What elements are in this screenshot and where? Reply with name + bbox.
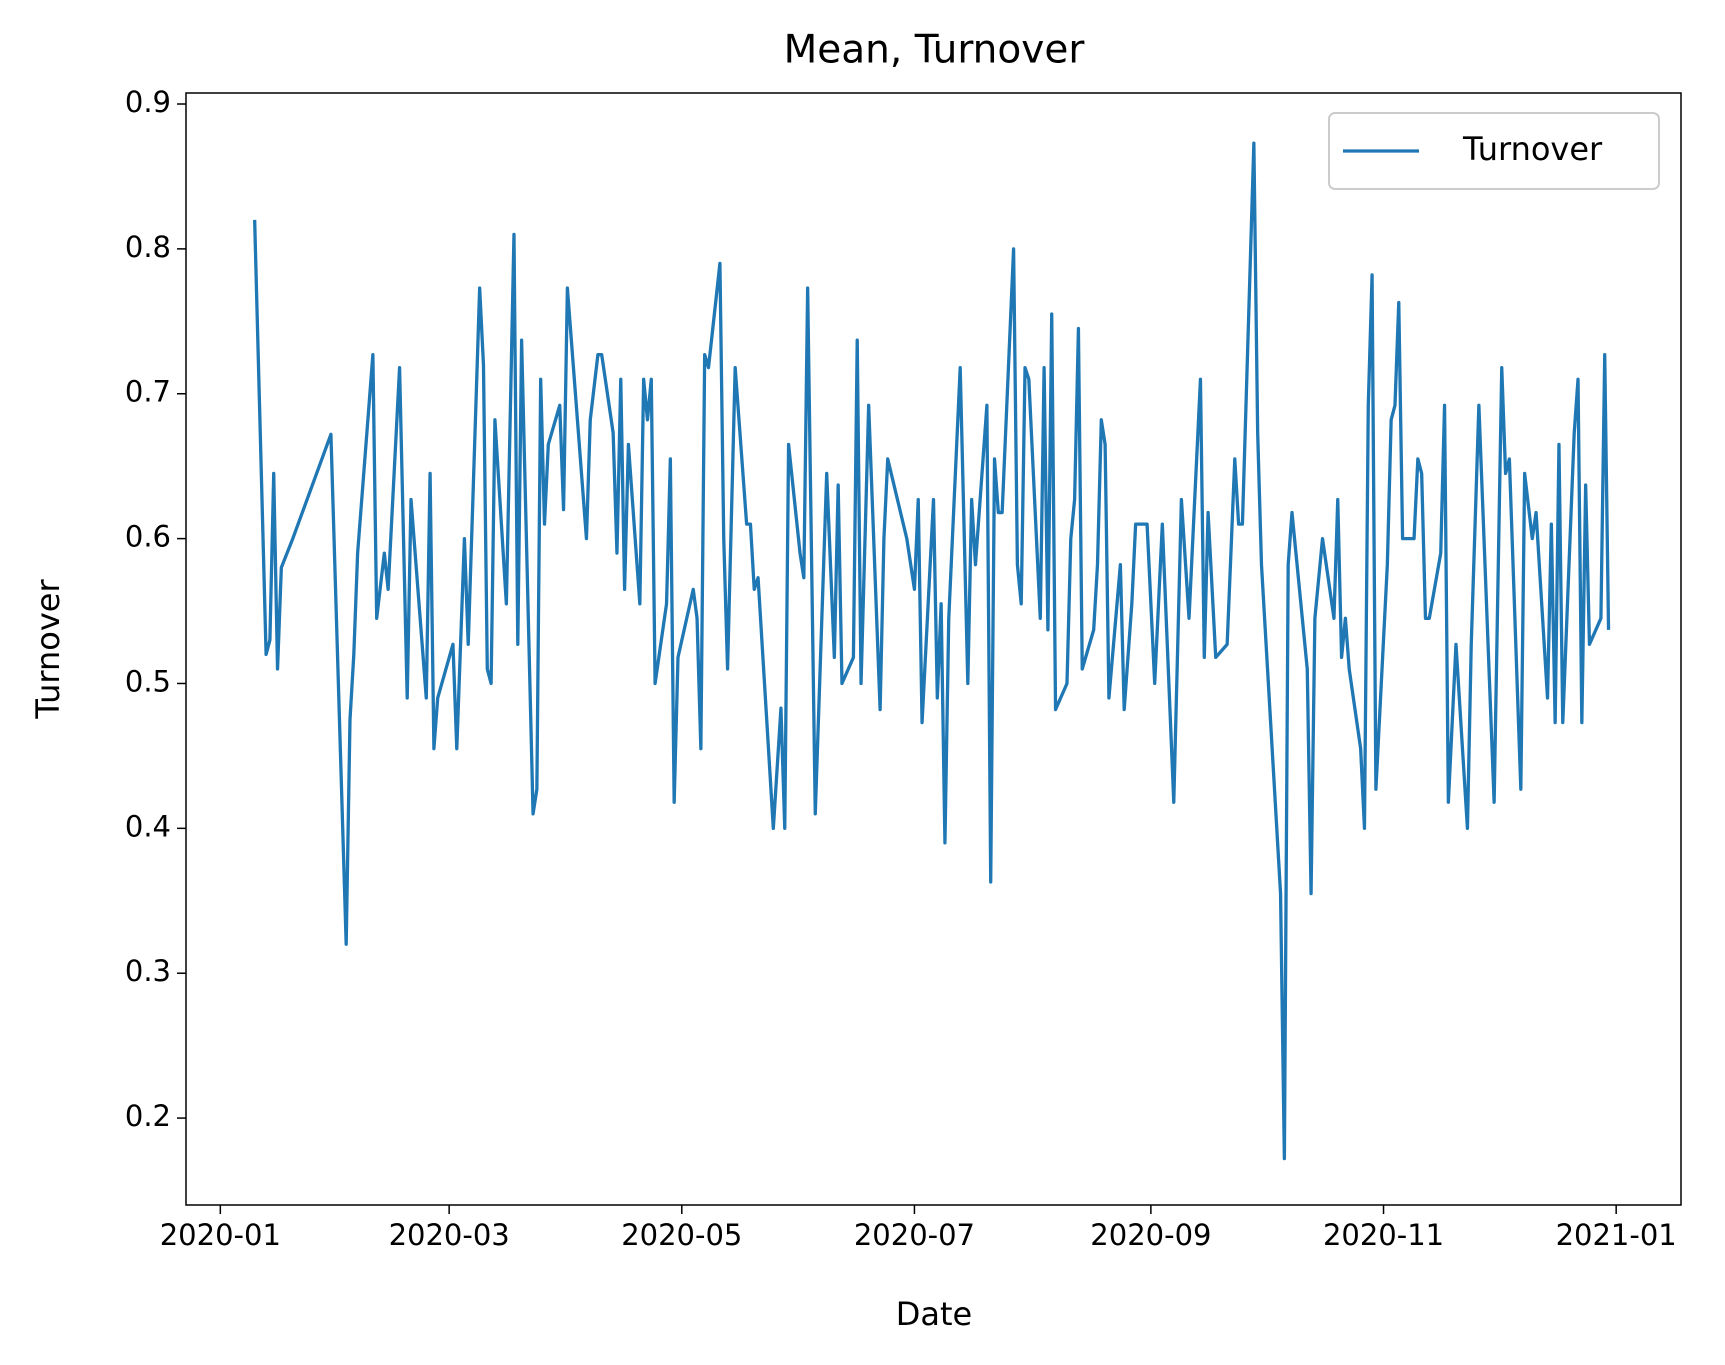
x-tick-label: 2021-01 [1556,1218,1677,1252]
x-tick-label: 2020-03 [389,1218,510,1252]
x-tick-label: 2020-11 [1323,1218,1444,1252]
data-line [253,141,1611,1161]
y-tick-label: 0.6 [125,520,171,554]
y-axis-label: Turnover [29,579,67,720]
y-tick-label: 0.5 [125,664,171,698]
chart-title: Mean, Turnover [784,28,1086,73]
x-axis-label: Date [896,1295,972,1333]
y-tick-label: 0.3 [125,954,171,988]
x-tick-label: 2020-07 [854,1218,975,1252]
y-tick-label: 0.4 [125,809,171,843]
legend-label: Turnover [1462,130,1603,168]
x-tick-label: 2020-09 [1090,1218,1211,1252]
y-tick-label: 0.7 [125,375,171,409]
x-tick-label: 2020-01 [160,1218,281,1252]
y-tick-label: 0.2 [125,1099,171,1133]
legend-box [1328,112,1660,190]
plot-frame [185,92,1682,1206]
y-tick-label: 0.9 [125,85,171,119]
x-tick-label: 2020-05 [621,1218,742,1252]
y-tick-label: 0.8 [125,230,171,264]
